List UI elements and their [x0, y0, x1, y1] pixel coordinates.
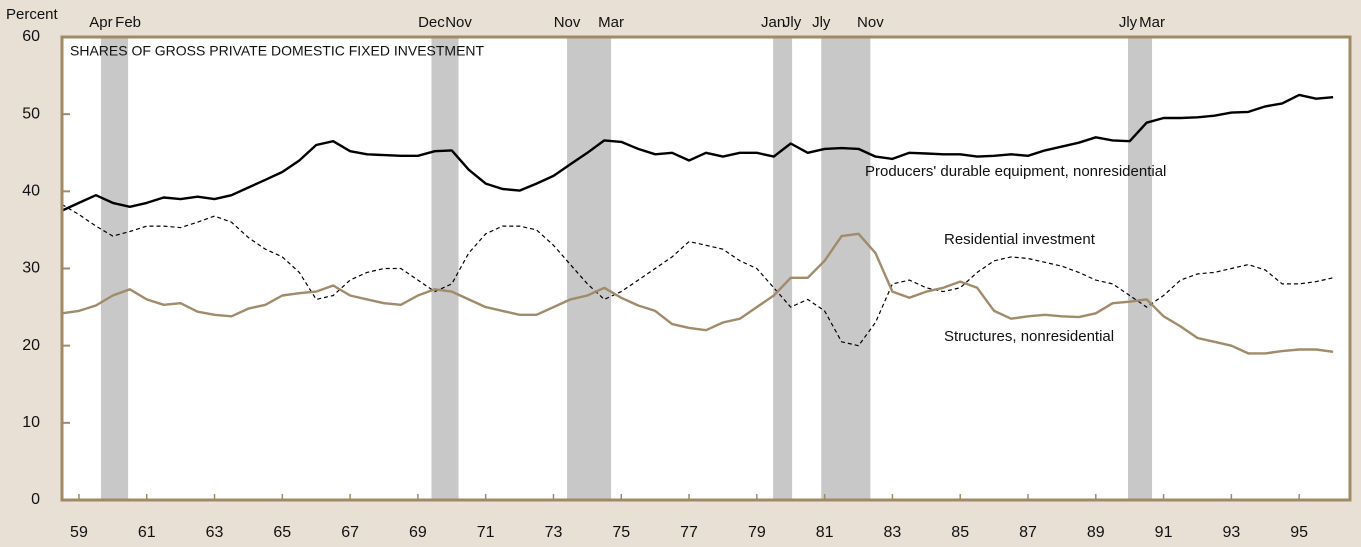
recession-band	[821, 37, 871, 500]
recession-band	[773, 37, 793, 500]
recession-start-label: Nov	[554, 14, 581, 31]
recession-end-label: Nov	[445, 14, 472, 31]
x-tick-label: 79	[748, 524, 766, 541]
x-tick-label: 59	[70, 524, 88, 541]
y-axis-label: Percent	[6, 6, 59, 23]
recession-band	[431, 37, 459, 500]
recession-start-label: Dec	[418, 14, 445, 31]
series-label: Structures, nonresidential	[944, 328, 1114, 345]
y-tick-label: 60	[22, 28, 40, 45]
x-tick-label: 63	[206, 524, 224, 541]
recession-start-label: Jly	[1119, 14, 1138, 31]
x-tick-label: 95	[1290, 524, 1308, 541]
recession-start-label: Apr	[89, 14, 112, 31]
recession-end-label: Mar	[598, 14, 624, 31]
x-tick-label: 89	[1087, 524, 1105, 541]
x-tick-label: 65	[273, 524, 291, 541]
series-line	[61, 93, 1334, 212]
x-tick-label: 77	[680, 524, 698, 541]
y-tick-label: 20	[22, 337, 40, 354]
x-tick-label: 91	[1155, 524, 1173, 541]
recession-start-label: Jly	[812, 14, 831, 31]
x-tick-label: 67	[341, 524, 359, 541]
y-tick-label: 50	[22, 105, 40, 122]
y-tick-label: 0	[31, 491, 40, 508]
recession-start-label: Jan	[761, 14, 785, 31]
series-label: Producers' durable equipment, nonresiden…	[865, 163, 1166, 180]
x-tick-label: 81	[816, 524, 834, 541]
recession-end-label: Nov	[857, 14, 884, 31]
x-tick-label: 61	[138, 524, 156, 541]
x-tick-label: 73	[545, 524, 563, 541]
chart-title: SHARES OF GROSS PRIVATE DOMESTIC FIXED I…	[70, 43, 485, 59]
x-tick-label: 69	[409, 524, 427, 541]
x-tick-label: 93	[1222, 524, 1240, 541]
x-tick-label: 87	[1019, 524, 1037, 541]
recession-band	[100, 37, 129, 500]
x-tick-label: 85	[951, 524, 969, 541]
series-line	[61, 203, 1334, 347]
y-tick-label: 30	[22, 260, 40, 277]
recession-band	[567, 37, 612, 500]
series-label: Residential investment	[944, 231, 1096, 248]
recession-end-label: Feb	[115, 14, 141, 31]
series-line	[61, 232, 1334, 355]
y-tick-label: 40	[22, 183, 40, 200]
plot-area	[62, 37, 1350, 500]
x-tick-label: 75	[612, 524, 630, 541]
recession-end-label: Jly	[783, 14, 802, 31]
recession-end-label: Mar	[1139, 14, 1165, 31]
x-tick-label: 71	[477, 524, 495, 541]
recession-band	[1127, 37, 1153, 500]
x-tick-label: 83	[884, 524, 902, 541]
y-tick-label: 10	[22, 414, 40, 431]
